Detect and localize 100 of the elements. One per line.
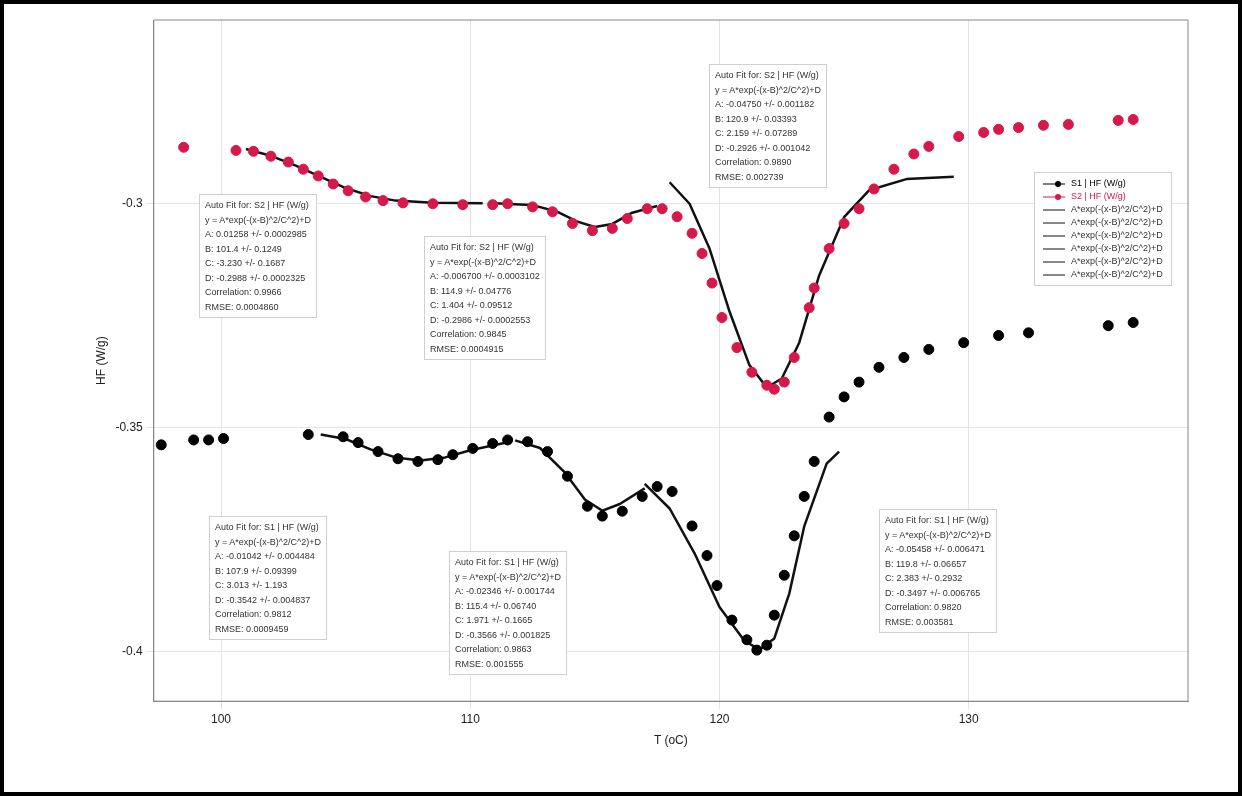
annotation: Auto Fit for: S2 | HF (W/g) y = A*exp(-(x-B)^2/C^2)+D A: -0.006700 +/- 0.0003102 B: 114.9 +/- 0.04776 C: 1.404 +/- 0.09512 D: -0.2986 +/- 0.0002553 Correlation: 0.9845 RMSE: 0.0004915 xyxy=(424,236,546,360)
annotation: Auto Fit for: S2 | HF (W/g) y = A*exp(-(x-B)^2/C^2)+D A: -0.04750 +/- 0.001182 B: 120.9 +/- 0.03393 C: 2.159 +/- 0.07289 D: -0.2926 +/- 0.001042 Correlation: 0.9890 RMSE: 0.002739 xyxy=(709,64,827,188)
point xyxy=(392,453,404,465)
point xyxy=(616,505,628,517)
point xyxy=(993,123,1005,135)
x-tick-label: 130 xyxy=(958,711,980,726)
point xyxy=(352,437,364,449)
point xyxy=(696,247,708,259)
point xyxy=(686,227,698,239)
point xyxy=(1102,320,1114,332)
point xyxy=(596,510,608,522)
point xyxy=(686,520,698,532)
x-axis-title: T (oC) xyxy=(653,733,688,748)
annotation: Auto Fit for: S1 | HF (W/g) y = A*exp(-(x-B)^2/C^2)+D A: -0.01042 +/- 0.004484 B: 107.9 +/- 0.09399 C: 3.013 +/- 1.193 D: -0.3542 +/- 0.004837 Correlation: 0.9812 RMSE: 0.0009459 xyxy=(209,516,327,640)
point xyxy=(716,312,728,324)
point xyxy=(706,277,718,289)
point xyxy=(666,485,678,497)
point xyxy=(467,442,479,454)
point xyxy=(188,434,200,446)
point xyxy=(1127,317,1139,329)
point xyxy=(958,337,970,349)
legend-label: A*exp(-(x-B)^2/C^2)+D xyxy=(1071,255,1163,268)
point xyxy=(1013,122,1025,134)
y-tick-label: -0.35 xyxy=(115,420,144,435)
point xyxy=(566,217,578,229)
point xyxy=(487,199,499,211)
point xyxy=(853,376,865,388)
point xyxy=(412,455,424,467)
annotation: Auto Fit for: S1 | HF (W/g) y = A*exp(-(x-B)^2/C^2)+D A: -0.05458 +/- 0.006471 B: 119.8 +/- 0.06657 C: 2.383 +/- 0.2932 D: -0.3497 +/- 0.006765 Correlation: 0.9820 RMSE: 0.003581 xyxy=(879,509,997,633)
point xyxy=(641,203,653,215)
point xyxy=(522,436,534,448)
annotation: Auto Fit for: S1 | HF (W/g) y = A*exp(-(x-B)^2/C^2)+D A: -0.02346 +/- 0.001744 B: 115.4 +/- 0.06740 C: 1.971 +/- 0.1665 D: -0.3566 +/- 0.001825 Correlation: 0.9863 RMSE: 0.001555 xyxy=(449,551,567,675)
point xyxy=(838,391,850,403)
point xyxy=(542,446,554,458)
point xyxy=(621,213,633,225)
legend-label: S1 | HF (W/g) xyxy=(1071,177,1126,190)
point xyxy=(768,609,780,621)
point xyxy=(853,203,865,215)
point xyxy=(778,569,790,581)
point xyxy=(155,439,167,451)
point xyxy=(397,197,409,209)
point xyxy=(1023,327,1034,339)
point xyxy=(1112,114,1124,126)
point xyxy=(282,156,294,168)
y-tick-label: -0.4 xyxy=(122,644,144,659)
point xyxy=(230,144,242,156)
point xyxy=(1127,113,1139,125)
point xyxy=(808,455,820,467)
point xyxy=(360,191,372,203)
legend-label: A*exp(-(x-B)^2/C^2)+D xyxy=(1071,203,1163,216)
x-tick-label: 100 xyxy=(211,711,232,726)
point xyxy=(978,126,990,138)
point xyxy=(636,490,648,502)
point xyxy=(581,500,593,512)
point xyxy=(798,490,810,502)
point xyxy=(808,282,820,294)
point xyxy=(561,470,573,482)
legend-label: A*exp(-(x-B)^2/C^2)+D xyxy=(1071,216,1163,229)
point xyxy=(178,141,190,153)
point xyxy=(372,446,384,458)
point xyxy=(823,243,835,255)
legend-label: A*exp(-(x-B)^2/C^2)+D xyxy=(1071,268,1163,281)
point xyxy=(768,383,780,395)
point xyxy=(447,449,459,461)
point xyxy=(731,342,743,354)
point xyxy=(888,163,900,175)
point xyxy=(701,550,713,562)
point xyxy=(247,145,259,157)
point xyxy=(908,148,920,160)
point xyxy=(803,302,815,314)
point xyxy=(671,211,683,223)
point xyxy=(761,639,773,651)
point xyxy=(838,217,850,229)
point xyxy=(993,330,1005,341)
point xyxy=(547,206,558,218)
point xyxy=(823,411,835,423)
point xyxy=(302,429,314,441)
legend-label: S2 | HF (W/g) xyxy=(1071,190,1126,203)
point xyxy=(218,433,230,445)
point xyxy=(898,351,910,363)
point xyxy=(923,343,935,355)
point xyxy=(203,434,215,446)
point xyxy=(297,163,309,175)
point xyxy=(778,376,790,388)
x-tick-label: 120 xyxy=(709,711,730,726)
point xyxy=(953,131,965,143)
point xyxy=(751,644,763,656)
y-tick-label: -0.3 xyxy=(122,196,144,211)
point xyxy=(487,438,499,450)
point xyxy=(427,198,439,210)
point xyxy=(432,454,444,466)
point xyxy=(788,530,800,542)
point xyxy=(586,225,598,237)
point xyxy=(741,634,753,646)
legend-label: A*exp(-(x-B)^2/C^2)+D xyxy=(1071,242,1163,255)
point xyxy=(788,351,800,363)
x-tick-label: 110 xyxy=(460,711,481,726)
point xyxy=(327,178,339,190)
point xyxy=(873,361,885,373)
point xyxy=(502,434,514,446)
